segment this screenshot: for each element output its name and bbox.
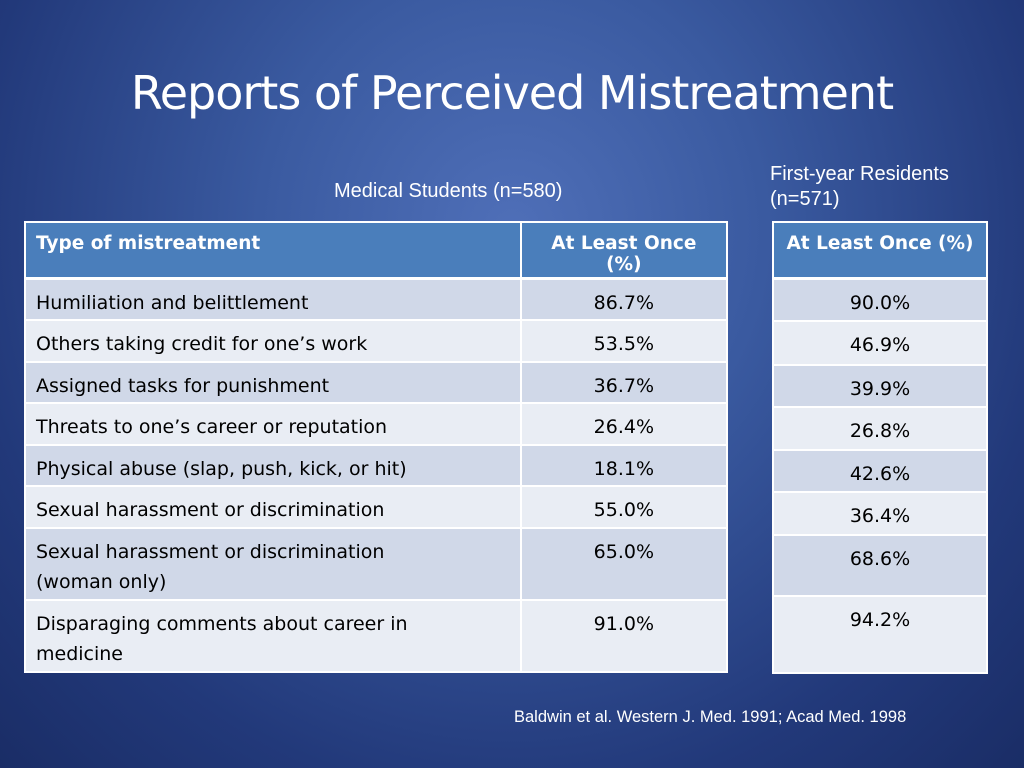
row-value: 94.2%: [772, 595, 988, 674]
residents-table: At Least Once (%) 90.0% 46.9% 39.9% 26.8…: [772, 221, 988, 674]
row-value: 90.0%: [772, 277, 988, 322]
row-value: 36.7%: [519, 361, 729, 404]
row-type-line1: Disparaging comments about career in: [36, 613, 408, 635]
row-value: 65.0%: [519, 527, 729, 601]
row-value: 68.6%: [772, 534, 988, 597]
table-row: Sexual harassment or discrimination (wom…: [24, 527, 729, 601]
table-row: Sexual harassment or discrimination 55.0…: [24, 485, 729, 529]
table-row: Others taking credit for one’s work 53.5…: [24, 319, 729, 363]
residents-label-line2: (n=571): [770, 188, 840, 210]
row-value: 91.0%: [519, 599, 729, 673]
header-type: Type of mistreatment: [24, 221, 522, 280]
row-type: Assigned tasks for punishment: [24, 361, 522, 404]
row-type-line2: (woman only): [36, 571, 167, 593]
students-table: Type of mistreatment At Least Once (%) H…: [24, 221, 729, 673]
row-type: Sexual harassment or discrimination: [24, 485, 522, 529]
table-row: Disparaging comments about career in med…: [24, 599, 729, 673]
residents-label: First-year Residents (n=571): [770, 162, 1010, 212]
row-value: 46.9%: [772, 320, 988, 366]
row-type: Others taking credit for one’s work: [24, 319, 522, 363]
residents-label-line1: First-year Residents: [770, 163, 949, 185]
row-value: 86.7%: [519, 277, 729, 321]
row-value: 26.8%: [772, 406, 988, 451]
row-value: 26.4%: [519, 402, 729, 446]
slide-title: Reports of Perceived Mistreatment: [130, 66, 894, 120]
row-type: Sexual harassment or discrimination (wom…: [24, 527, 522, 601]
row-value: 42.6%: [772, 449, 988, 493]
row-value: 18.1%: [519, 444, 729, 487]
row-value: 39.9%: [772, 364, 988, 408]
row-value: 53.5%: [519, 319, 729, 363]
row-type: Disparaging comments about career in med…: [24, 599, 522, 673]
table-row: 42.6%: [772, 449, 988, 493]
citation: Baldwin et al. Western J. Med. 1991; Aca…: [514, 708, 907, 726]
table-row: Physical abuse (slap, push, kick, or hit…: [24, 444, 729, 487]
table-header-row: At Least Once (%): [772, 221, 988, 280]
table-row: 36.4%: [772, 491, 988, 536]
header-at-least-once: At Least Once (%): [519, 221, 729, 280]
table-row: Threats to one’s career or reputation 26…: [24, 402, 729, 446]
students-label: Medical Students (n=580): [334, 180, 563, 202]
row-type-line2: medicine: [36, 643, 123, 665]
header-at-least-once: At Least Once (%): [772, 221, 988, 280]
table-row: Assigned tasks for punishment 36.7%: [24, 361, 729, 404]
row-type: Threats to one’s career or reputation: [24, 402, 522, 446]
row-value: 55.0%: [519, 485, 729, 529]
table-row: 90.0%: [772, 277, 988, 322]
table-row: 68.6%: [772, 534, 988, 597]
table-header-row: Type of mistreatment At Least Once (%): [24, 221, 729, 280]
table-row: 94.2%: [772, 595, 988, 674]
row-type-line1: Sexual harassment or discrimination: [36, 541, 385, 563]
table-row: 46.9%: [772, 320, 988, 366]
row-type: Humiliation and belittlement: [24, 277, 522, 321]
table-row: 39.9%: [772, 364, 988, 408]
row-value: 36.4%: [772, 491, 988, 536]
table-row: 26.8%: [772, 406, 988, 451]
table-row: Humiliation and belittlement 86.7%: [24, 277, 729, 321]
row-type: Physical abuse (slap, push, kick, or hit…: [24, 444, 522, 487]
